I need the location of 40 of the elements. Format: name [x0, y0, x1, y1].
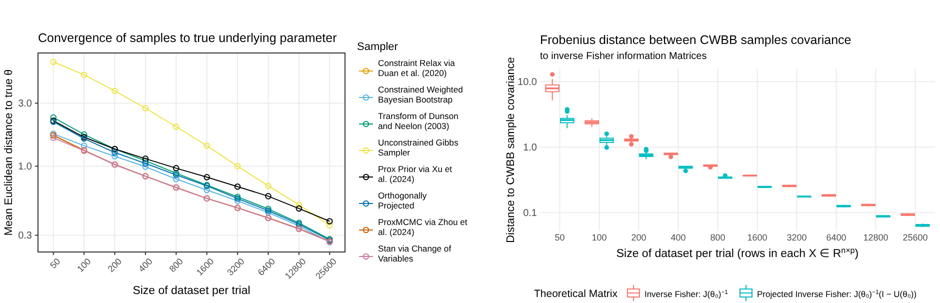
x-tick-label: 800 — [710, 232, 726, 242]
y-tick-label: 10.0 — [518, 76, 538, 88]
legend-title: Sampler — [357, 41, 398, 53]
legend-label: Orthogonally Projected — [378, 190, 428, 210]
legend-label: Unconstrained Gibbs Sampler — [378, 138, 458, 158]
x-tick-label: 1600 — [747, 232, 768, 242]
x-axis-title: Size of dataset per trial (rows in each X ∈ R$^{n×p}$) — [616, 246, 859, 260]
legend-label: Stan via Change of Variables — [378, 244, 452, 264]
chart-title: Convergence of samples to true underlying parameter — [38, 31, 337, 45]
y-tick-label: 1.0 — [523, 142, 538, 154]
y-axis-title: Mean Euclidean distance to true θ — [3, 69, 15, 236]
x-tick-label: 200 — [106, 256, 124, 274]
x-tick-label: 50 — [554, 232, 565, 242]
x-tick-label: 50 — [48, 256, 62, 270]
x-tick-label: 400 — [670, 232, 686, 242]
chart-subtitle: to inverse Fisher information Matrices — [540, 51, 707, 62]
chart-title: Frobenius distance between CWBB samples covariance — [540, 33, 852, 47]
x-tick-label: 25600 — [902, 232, 928, 242]
x-tick-label: 12800 — [863, 232, 888, 242]
y-axis-title: Distance to CWBB sample covariance — [505, 57, 517, 243]
x-tick-label: 100 — [592, 232, 607, 242]
legend-label: Transform of Dunson and Neelon (2003) — [378, 111, 459, 131]
legend-label: Inverse Fisher: J(θ₀)$^{−1}$ — [644, 289, 729, 299]
x-tick-label: 100 — [75, 256, 93, 274]
x-tick-label: 200 — [631, 232, 646, 242]
y-tick-label: 3.0 — [18, 98, 32, 110]
y-tick-label: 0.1 — [523, 208, 538, 219]
legend-title: Theoretical Matrix — [534, 288, 618, 300]
x-axis-title: Size of dataset per trial — [132, 285, 250, 297]
legend-label: Prox Prior via Xu et al. (2024) — [378, 164, 453, 184]
y-tick-label: 1.0 — [18, 161, 32, 172]
x-tick-label: 6400 — [826, 232, 846, 242]
legend-label: Constraint Relax via Duan et al. (2020) — [378, 58, 456, 78]
x-tick-label: 3200 — [786, 232, 807, 242]
legend-label: ProxMCMC via Zhou et al. (2024) — [378, 217, 468, 237]
y-tick-label: 0.3 — [18, 230, 32, 242]
legend-label: Constrained Weighted Bayesian Bootstrap — [378, 84, 464, 104]
x-tick-label: 800 — [167, 256, 185, 274]
legend-label: Projected Inverse Fisher: J(θ₀)$^{−1}$(I − U(θ₀)) — [756, 289, 917, 299]
x-tick-label: 400 — [136, 256, 154, 274]
